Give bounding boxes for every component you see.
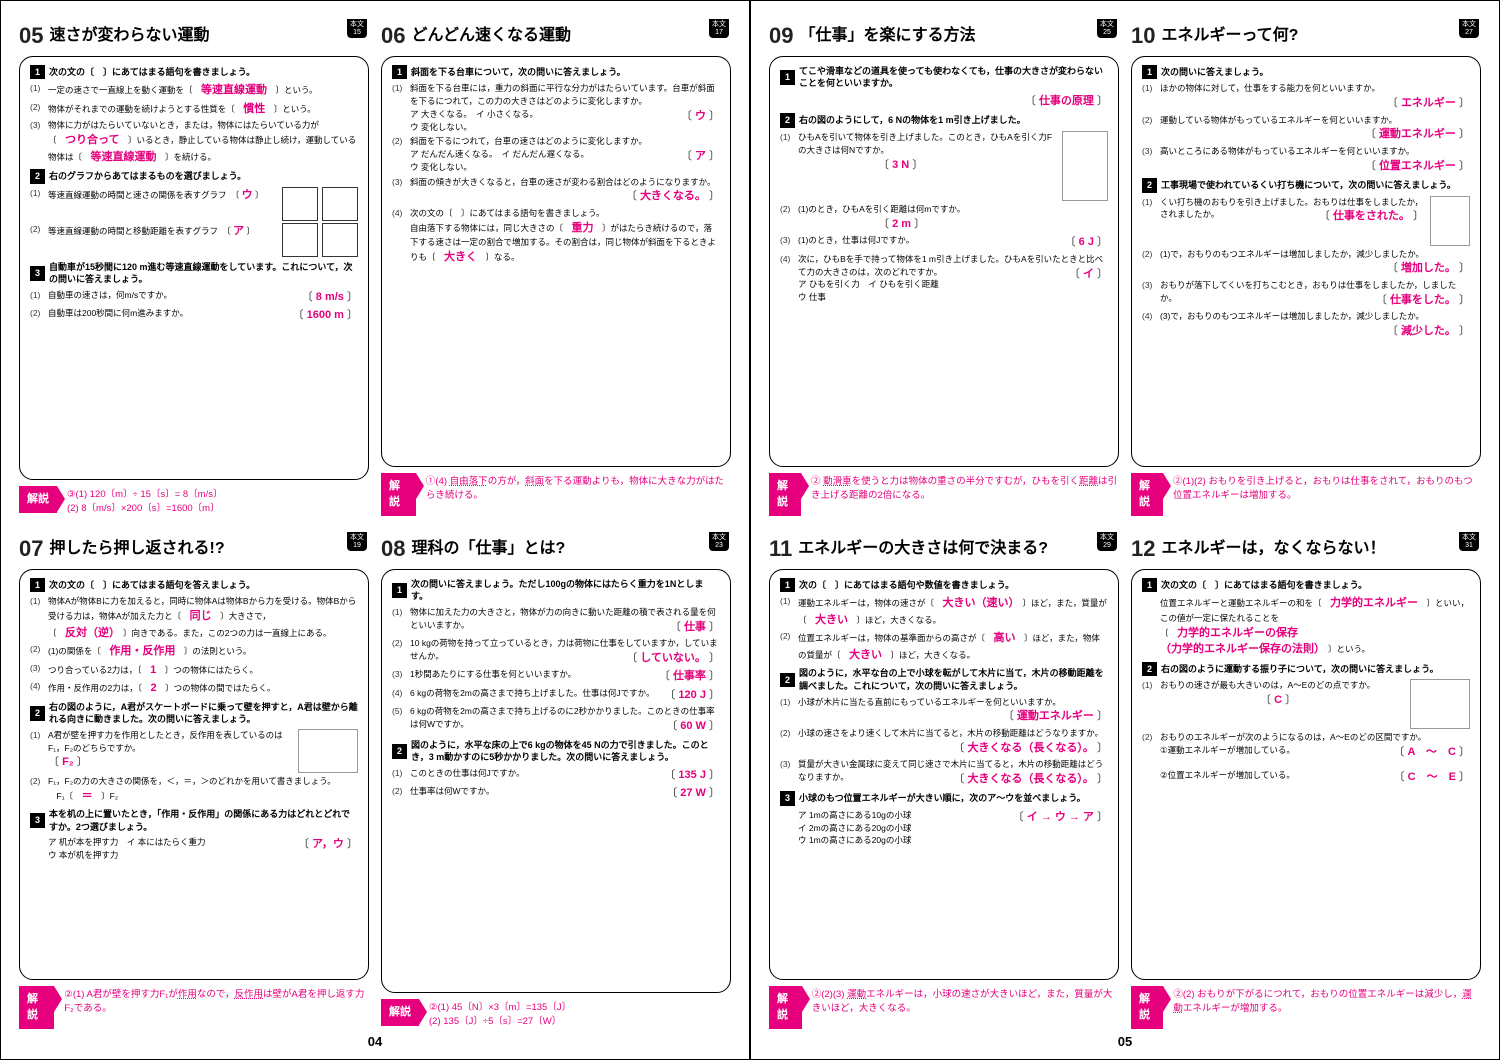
section-05: 05 速さが変わらない運動 本文15 1次の文の〔 〕にあてはまる語句を書きまし…: [19, 21, 369, 516]
section-08: 08 理科の「仕事」とは? 本文23 1次の問いに答えましょう。ただし100gの…: [381, 534, 731, 1029]
page-right: 09 「仕事」を楽にする方法 本文25 1てこや滑車などの道具を使っても使わなく…: [750, 0, 1500, 1060]
q-badge: 1: [30, 65, 45, 80]
page-number: 04: [368, 1033, 382, 1051]
page-left: 05 速さが変わらない運動 本文15 1次の文の〔 〕にあてはまる語句を書きまし…: [0, 0, 750, 1060]
section-12: 12 エネルギーは，なくならない！ 本文31 1次の文の〔 〕にあてはまる語句を…: [1131, 534, 1481, 1029]
page-reference: 本文15: [347, 19, 367, 38]
explanation-body: ③(1) 120〔m〕÷ 15〔s〕= 8〔m/s〕(2) 8〔m/s〕×200…: [67, 486, 222, 517]
section-number: 05: [19, 21, 43, 52]
section-10: 10 エネルギーって何? 本文27 1次の問いに答えましょう。 (1)ほかの物体…: [1131, 21, 1481, 516]
section-title: 速さが変わらない運動: [49, 25, 209, 47]
page-number: 05: [1118, 1033, 1132, 1051]
section-07: 07 押したら押し返される!? 本文19 1次の文の〔 〕にあてはまる語句を答え…: [19, 534, 369, 1029]
section-11: 11 エネルギーの大きさは何で決まる? 本文29 1次の〔 〕にあてはまる語句や…: [769, 534, 1119, 1029]
section-06: 06 どんどん速くなる運動 本文17 1斜面を下る台車について，次の問いに答えま…: [381, 21, 731, 516]
section-09: 09 「仕事」を楽にする方法 本文25 1てこや滑車などの道具を使っても使わなく…: [769, 21, 1119, 516]
explanation-tag: 解説: [19, 486, 57, 513]
